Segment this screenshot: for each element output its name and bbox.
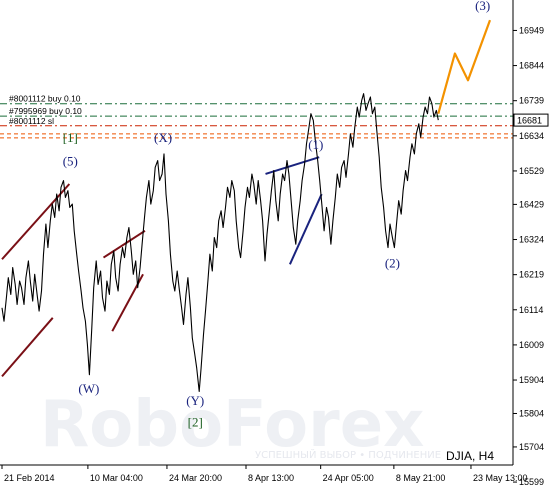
channels bbox=[1, 156, 323, 378]
x-tick-label: 23 May 13:00 bbox=[473, 473, 528, 483]
x-tick-label: 21 Feb 2014 bbox=[4, 473, 55, 483]
watermark-text: RoboForex bbox=[40, 388, 424, 462]
channel-line bbox=[289, 193, 323, 265]
x-tick-label: 24 Mar 20:00 bbox=[169, 473, 222, 483]
y-tick-label: 15804 bbox=[519, 408, 544, 418]
y-tick-label: 16739 bbox=[519, 96, 544, 106]
y-tick-label: 16634 bbox=[519, 131, 544, 141]
channel-line bbox=[1, 317, 54, 378]
wave-labels: [1] (5) (W) (X) (Y) [2] (1) (2) (3) bbox=[63, 0, 491, 430]
y-tick-label: 15599 bbox=[519, 477, 544, 486]
x-axis: 21 Feb 2014 10 Mar 04:00 24 Mar 20:00 8 Apr… bbox=[1, 465, 528, 483]
x-tick-label: 10 Mar 04:00 bbox=[90, 473, 143, 483]
current-price-label: 16681 bbox=[517, 116, 542, 126]
wave-label: (2) bbox=[385, 256, 400, 271]
y-tick-label: 16324 bbox=[519, 235, 544, 245]
order-line-label: #8001112 sl bbox=[9, 116, 54, 126]
y-tick-label: 16844 bbox=[519, 61, 544, 71]
x-tick-label: 24 Apr 05:00 bbox=[323, 473, 374, 483]
y-tick-label: 16009 bbox=[519, 340, 544, 350]
y-tick-label: 15704 bbox=[519, 442, 544, 452]
projection-line bbox=[437, 19, 492, 114]
order-line-label: #8001112 buy 0.10 bbox=[9, 94, 81, 104]
wave-label: (5) bbox=[63, 154, 78, 169]
current-price-box bbox=[513, 113, 549, 127]
channel-line bbox=[1, 183, 71, 260]
x-tick-label: 8 May 21:00 bbox=[396, 473, 446, 483]
y-tick-label: 16429 bbox=[519, 199, 544, 209]
wave-label: (X) bbox=[154, 130, 172, 145]
watermark-subtitle: УСПЕШНЫЙ ВЫБОР • ПОДЧИНЕНИЕ bbox=[255, 448, 441, 461]
y-tick-label: 16114 bbox=[519, 305, 543, 315]
price-series bbox=[1, 19, 492, 392]
wave-label: (Y) bbox=[186, 393, 204, 408]
x-tick-label: 8 Apr 13:00 bbox=[248, 473, 294, 483]
wave-label: [2] bbox=[188, 415, 203, 430]
y-axis: 16949 16844 16739 16634 16529 16429 16324 16219… bbox=[513, 25, 544, 486]
channel-line bbox=[102, 229, 146, 259]
wave-label: (W) bbox=[78, 381, 99, 396]
y-tick-label: 16529 bbox=[519, 166, 544, 176]
channel-line bbox=[265, 156, 320, 175]
wave-label: (3) bbox=[475, 0, 490, 13]
wave-label: (1) bbox=[308, 137, 323, 152]
current-price-marker: 16681 bbox=[513, 113, 549, 127]
wave-label: [1] bbox=[63, 130, 78, 145]
y-tick-label: 16219 bbox=[519, 270, 544, 280]
symbol-label: DJIA, H4 bbox=[446, 449, 494, 463]
y-tick-label: 16949 bbox=[519, 25, 544, 35]
horizontal-lines: #8001112 buy 0.10 #7995969 buy 0.10#80011… bbox=[0, 94, 513, 139]
y-tick-label: 15904 bbox=[519, 375, 544, 385]
watermark: RoboForex УСПЕШНЫЙ ВЫБОР • ПОДЧИНЕНИЕ bbox=[40, 388, 441, 462]
order-line-label: #7995969 buy 0.10 bbox=[9, 106, 82, 116]
price-line bbox=[1, 93, 439, 392]
